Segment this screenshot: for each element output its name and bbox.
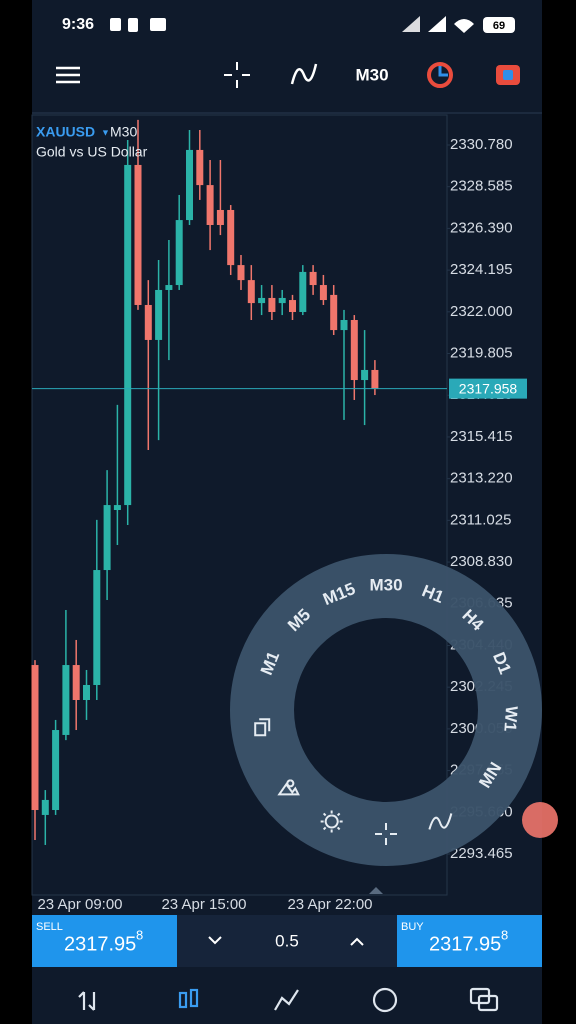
- candle-body: [371, 369, 379, 389]
- current-price-label: 2317.958: [459, 380, 518, 396]
- candle-body: [134, 164, 142, 305]
- scroll-marker: [369, 887, 383, 894]
- candle-body: [278, 297, 286, 304]
- draw-icon[interactable]: [428, 813, 453, 830]
- candle-body: [196, 149, 204, 186]
- timeframe-option[interactable]: W1: [500, 705, 521, 732]
- chart-timeframe: M30: [110, 124, 137, 140]
- y-tick-label: 2315.415: [450, 428, 513, 445]
- crosshair-button[interactable]: [224, 62, 250, 88]
- candle-body: [268, 297, 276, 313]
- current-price-tag: [449, 378, 527, 399]
- timeframe-option[interactable]: M30: [369, 575, 402, 594]
- settings-icon[interactable]: [320, 810, 343, 833]
- symbol-arrow: ▼: [101, 127, 110, 137]
- chart-frame: [31, 114, 448, 896]
- candle-body: [289, 300, 296, 313]
- candle-body: [299, 271, 307, 313]
- nav-quotes[interactable]: [78, 991, 96, 1011]
- y-tick-label: 2319.805: [450, 344, 513, 361]
- candle-body: [237, 265, 245, 281]
- side-handle[interactable]: [522, 802, 558, 838]
- status-icons: [110, 16, 474, 33]
- battery: [483, 17, 515, 33]
- candle-body: [62, 665, 70, 735]
- candle-body: [165, 285, 173, 290]
- candle-body: [340, 319, 348, 331]
- buy-button[interactable]: [397, 915, 542, 967]
- trade-icon: [503, 70, 513, 80]
- candle-body: [216, 209, 224, 225]
- y-tick-label: 2328.585: [450, 178, 513, 195]
- candle-body: [144, 304, 152, 340]
- y-tick-label: 2311.025: [450, 511, 511, 528]
- objects-icon: [438, 66, 448, 77]
- status-time: 9:36: [62, 16, 94, 33]
- candle-body: [124, 164, 132, 506]
- candle-body: [350, 319, 358, 381]
- chart-description: Gold vs US Dollar: [36, 144, 148, 160]
- copy-icon[interactable]: [254, 718, 271, 737]
- y-tick-label: 2322.000: [450, 303, 513, 320]
- candle-body: [186, 149, 193, 221]
- candle-body: [258, 297, 266, 304]
- indicators-button[interactable]: [290, 63, 318, 85]
- y-tick-label: 2330.780: [450, 136, 513, 153]
- candle-body: [31, 665, 39, 811]
- x-tick-label: 23 Apr 09:00: [37, 896, 122, 913]
- candle-body: [113, 505, 121, 510]
- candle-body: [93, 570, 101, 685]
- volume[interactable]: 0.5: [275, 931, 299, 950]
- sell-button[interactable]: [32, 915, 177, 967]
- candle-body: [330, 294, 338, 331]
- sell-pip: 8: [136, 927, 143, 942]
- x-tick-label: 23 Apr 22:00: [287, 896, 372, 913]
- nav-history[interactable]: [372, 987, 398, 1013]
- candle-body: [52, 730, 60, 811]
- buy-price: 2317.95: [429, 933, 501, 955]
- candle-body: [103, 505, 111, 571]
- chart-symbol: XAUUSD: [36, 124, 95, 140]
- candle-body: [175, 220, 183, 286]
- candle-body: [227, 209, 235, 266]
- volume-up[interactable]: [350, 937, 364, 946]
- candle-body: [72, 665, 80, 700]
- candle-body: [41, 799, 49, 815]
- nav-chart[interactable]: [178, 988, 199, 1009]
- nav-trade[interactable]: [274, 989, 299, 1011]
- candle-body: [309, 271, 317, 286]
- candle-body: [83, 684, 90, 700]
- candle-body: [155, 289, 163, 340]
- objects-button[interactable]: [427, 62, 453, 88]
- sell-price: 2317.95: [64, 933, 136, 955]
- y-tick-label: 2326.390: [450, 219, 513, 236]
- sell-label: SELL: [36, 921, 63, 933]
- menu-button[interactable]: [56, 66, 80, 84]
- y-tick-label: 2308.830: [450, 553, 513, 570]
- candle-body: [319, 285, 327, 301]
- volume-down[interactable]: [208, 936, 222, 945]
- candle-body: [361, 369, 369, 381]
- candle-body: [247, 280, 255, 304]
- candle-body: [206, 185, 214, 225]
- x-tick-label: 23 Apr 15:00: [161, 896, 246, 913]
- y-tick-label: 2324.195: [450, 261, 513, 278]
- nav-bar: [78, 987, 499, 1013]
- wheel-ring: [230, 554, 542, 866]
- buy-label: BUY: [401, 921, 424, 933]
- battery-level: 69: [493, 20, 505, 32]
- crosshair-icon[interactable]: [375, 823, 397, 845]
- template-icon[interactable]: [277, 779, 300, 796]
- y-tick-label: 2313.220: [450, 470, 513, 487]
- timeframe-button[interactable]: M30: [355, 65, 388, 84]
- y-tick-label: 2293.465: [450, 845, 513, 862]
- buy-pip: 8: [501, 927, 508, 942]
